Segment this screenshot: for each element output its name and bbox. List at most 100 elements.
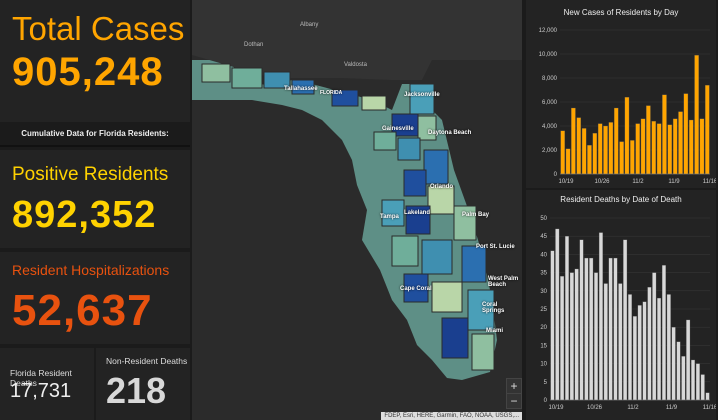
bar[interactable] — [576, 117, 581, 175]
bar[interactable] — [657, 297, 662, 401]
bar[interactable] — [630, 140, 635, 175]
bar[interactable] — [666, 294, 671, 401]
bar[interactable] — [560, 276, 565, 401]
bar[interactable] — [623, 239, 628, 401]
bar[interactable] — [603, 125, 608, 175]
bar[interactable] — [699, 118, 705, 175]
bar[interactable] — [581, 128, 587, 175]
county-region[interactable] — [467, 289, 495, 331]
bar[interactable] — [614, 107, 619, 175]
bar[interactable] — [689, 119, 694, 175]
bar[interactable] — [637, 305, 642, 401]
county-region[interactable] — [421, 239, 453, 275]
bar[interactable] — [700, 374, 705, 401]
bar[interactable] — [705, 392, 710, 401]
bar[interactable] — [694, 55, 699, 175]
county-region[interactable] — [403, 273, 429, 303]
bar[interactable] — [555, 228, 560, 401]
bar[interactable] — [592, 133, 598, 175]
zoom-in-button[interactable]: + — [506, 378, 522, 394]
zoom-out-button[interactable]: − — [506, 393, 522, 409]
county-region[interactable] — [201, 63, 231, 83]
x-tick-label: 10/19 — [548, 405, 564, 411]
bar[interactable] — [661, 265, 666, 401]
bar[interactable] — [642, 301, 647, 401]
bar[interactable] — [671, 327, 676, 401]
county-region[interactable] — [461, 245, 487, 283]
bar[interactable] — [635, 123, 640, 175]
bar[interactable] — [640, 118, 646, 175]
bar[interactable] — [579, 239, 584, 401]
bar[interactable] — [550, 250, 555, 401]
florida-map[interactable]: Albany Dothan Valdosta Tallahassee FLORI… — [192, 0, 522, 420]
bar[interactable] — [608, 122, 614, 175]
bar[interactable] — [574, 268, 579, 401]
county-region[interactable] — [405, 205, 431, 235]
bar[interactable] — [628, 294, 632, 401]
bar[interactable] — [589, 257, 594, 401]
bar[interactable] — [667, 124, 673, 175]
bar[interactable] — [681, 356, 686, 401]
county-region[interactable] — [397, 137, 421, 161]
bar[interactable] — [646, 105, 651, 175]
county-region[interactable] — [263, 71, 291, 89]
bar[interactable] — [597, 123, 603, 175]
county-region[interactable] — [427, 185, 455, 215]
county-region[interactable] — [373, 131, 397, 151]
county-region[interactable] — [431, 281, 463, 313]
county-region[interactable] — [381, 199, 405, 227]
bar[interactable] — [683, 93, 689, 175]
bar[interactable] — [632, 316, 637, 401]
map-shapes — [192, 0, 522, 380]
county-region[interactable] — [471, 333, 495, 371]
city-orlando: Orlando — [430, 184, 454, 190]
bar[interactable] — [564, 236, 569, 401]
bar[interactable] — [560, 130, 565, 175]
county-region[interactable] — [231, 67, 263, 89]
city-gainesville: Gainesville — [382, 126, 414, 132]
county-region[interactable] — [441, 317, 469, 359]
y-tick-label: 10,000 — [539, 52, 558, 58]
bar[interactable] — [587, 145, 592, 175]
bar[interactable] — [613, 257, 618, 401]
bar[interactable] — [619, 141, 624, 175]
bar[interactable] — [569, 272, 574, 401]
deaths-title: Resident Deaths by Date of Death — [560, 195, 682, 204]
map-attribution[interactable]: FDEP, Esri, HERE, Garmin, FAO, NOAA, USG… — [381, 412, 522, 420]
bar[interactable] — [565, 148, 571, 175]
county-region[interactable] — [423, 149, 449, 185]
bar[interactable] — [584, 257, 589, 401]
bar[interactable] — [603, 283, 608, 401]
county-region[interactable] — [331, 89, 359, 107]
bar[interactable] — [662, 94, 667, 175]
county-region[interactable] — [361, 95, 387, 111]
bar[interactable] — [691, 359, 696, 401]
y-tick-label: 0 — [554, 172, 558, 178]
x-tick-label: 11/2 — [627, 405, 639, 411]
bar[interactable] — [624, 97, 630, 175]
county-region[interactable] — [391, 235, 419, 267]
bar[interactable] — [678, 111, 683, 175]
bar[interactable] — [594, 272, 599, 401]
bar[interactable] — [686, 319, 691, 401]
bar[interactable] — [651, 121, 656, 175]
bar[interactable] — [676, 341, 681, 401]
bar[interactable] — [618, 283, 623, 401]
y-tick-label: 12,000 — [539, 28, 558, 34]
bar[interactable] — [647, 287, 652, 401]
bar[interactable] — [695, 363, 700, 401]
city-tampa: Tampa — [380, 214, 399, 220]
bar[interactable] — [656, 123, 662, 175]
county-region[interactable] — [403, 169, 427, 197]
bar[interactable] — [598, 232, 603, 401]
bar[interactable] — [705, 85, 710, 175]
county-region[interactable] — [409, 83, 435, 115]
bar[interactable] — [672, 118, 678, 175]
bar[interactable] — [652, 272, 657, 401]
county-region[interactable] — [417, 115, 437, 141]
county-region[interactable] — [453, 205, 477, 241]
bar[interactable] — [608, 257, 613, 401]
county-region[interactable] — [291, 79, 315, 95]
y-tick-label: 8,000 — [542, 76, 558, 82]
bar[interactable] — [571, 107, 576, 175]
